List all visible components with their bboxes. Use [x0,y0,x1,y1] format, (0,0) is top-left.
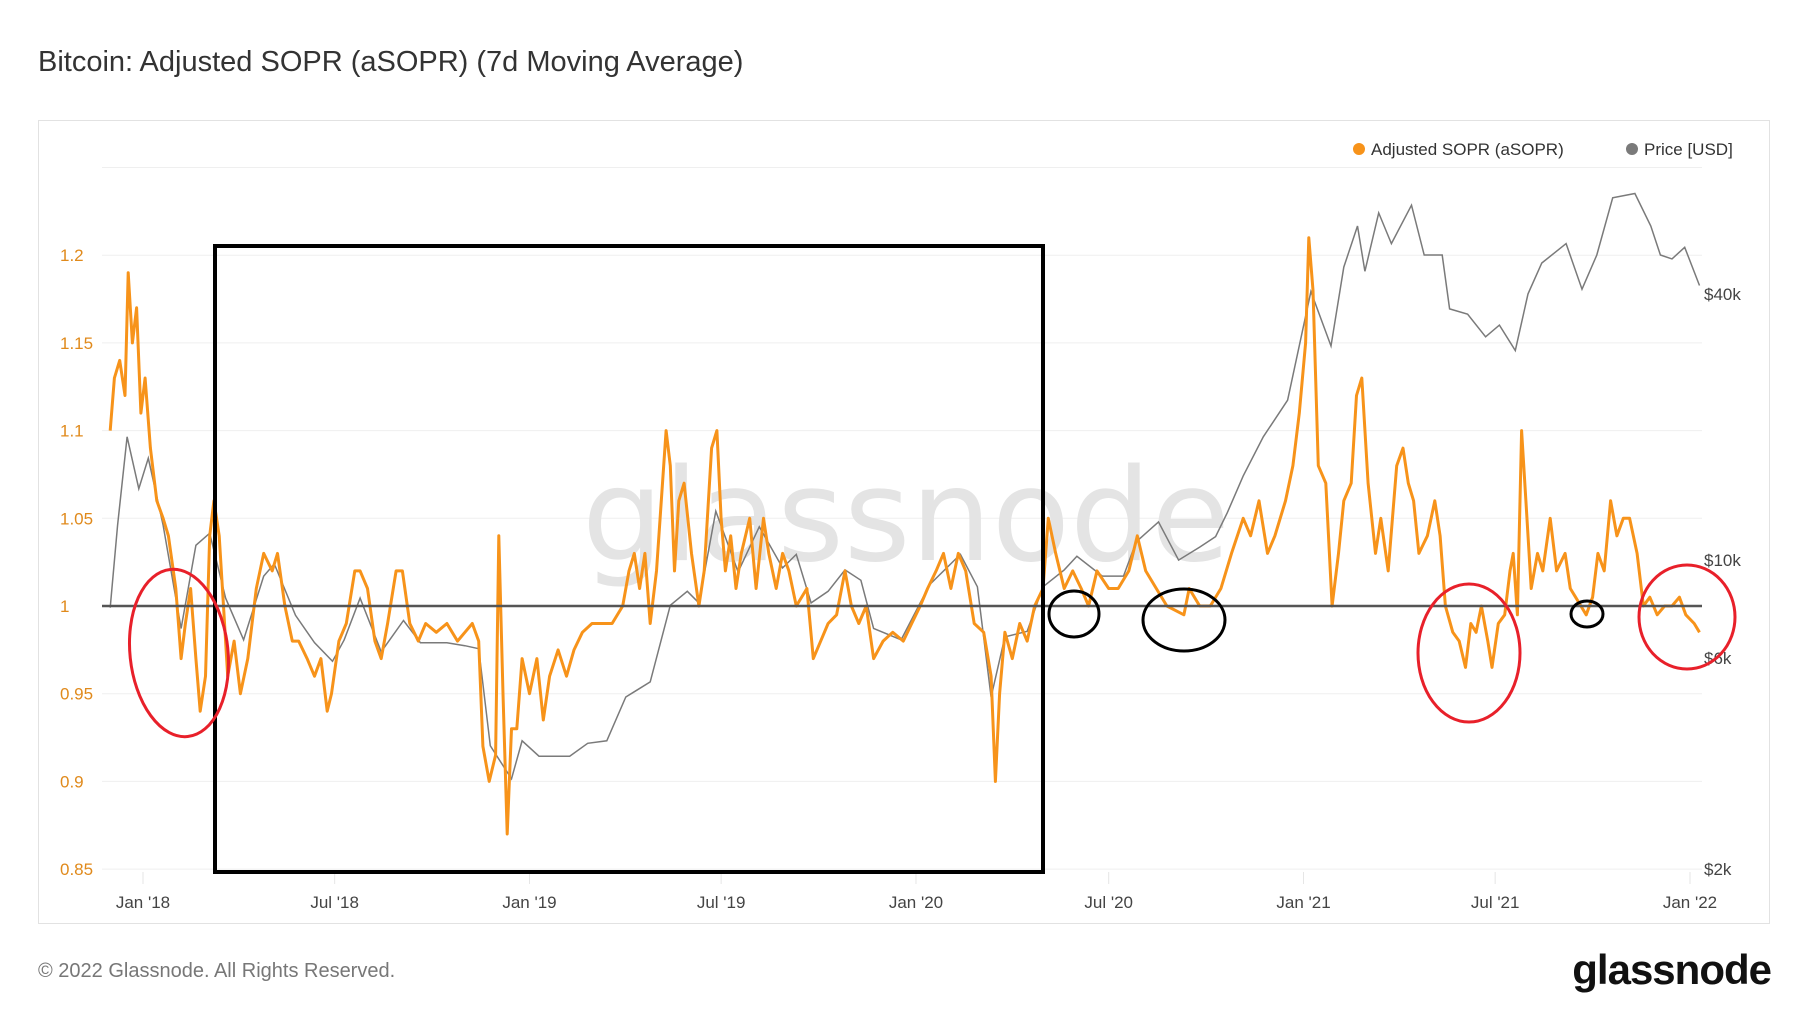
glassnode-logo[interactable]: glassnode [1572,946,1772,993]
x-tick-label: Jul '18 [310,893,359,912]
annotation-black-circle [1569,599,1605,629]
copyright-text: © 2022 Glassnode. All Rights Reserved. [38,960,396,982]
y-left-tick-label: 1.15 [60,334,93,353]
x-tick-label: Jan '21 [1276,893,1330,912]
y-left-tick-label: 0.95 [60,685,93,704]
legend-sopr-dot [1353,143,1365,155]
chart-title: Bitcoin: Adjusted SOPR (aSOPR) (7d Movin… [38,46,744,78]
y-right-tick-label: $40k [1704,285,1741,304]
annotation-red-circle [127,567,231,739]
x-tick-label: Jan '18 [116,893,170,912]
chart-frame [38,120,1770,924]
y-left-tick-label: 0.9 [60,772,84,791]
y-left-tick-label: 1.1 [60,422,84,441]
y-left-tick-label: 0.85 [60,860,93,879]
annotation-red-circle [1637,563,1737,671]
x-axis: Jan '18 Jul '18 Jan '19 Jul '19 Jan '20 Jul '… [116,872,1717,912]
y-right-tick-label: $2k [1704,860,1732,879]
legend-price-dot [1626,143,1638,155]
x-tick-label: Jul '21 [1471,893,1520,912]
x-tick-label: Jan '22 [1663,893,1717,912]
legend-sopr-label[interactable]: Adjusted SOPR (aSOPR) [1371,140,1564,159]
gridlines [102,167,1702,870]
x-tick-label: Jul '19 [697,893,746,912]
y-left-tick-label: 1 [60,597,69,616]
annotation-box [213,244,1045,874]
x-tick-label: Jan '20 [889,893,943,912]
y-left-tick-label: 1.05 [60,509,93,528]
legend: Adjusted SOPR (aSOPR) Price [USD] [1353,140,1733,159]
annotations [127,244,1737,874]
annotation-black-circle [1047,589,1101,639]
y-right-tick-label: $10k [1704,551,1741,570]
annotation-black-circle [1141,587,1227,653]
x-tick-label: Jul '20 [1084,893,1133,912]
annotation-red-circle [1416,582,1522,724]
x-tick-label: Jan '19 [502,893,556,912]
legend-price-label[interactable]: Price [USD] [1644,140,1733,159]
watermark: glassnode [582,442,1230,591]
y-left-tick-label: 1.2 [60,246,84,265]
y-axis-left: 0.85 0.9 0.95 1 1.05 1.1 1.15 1.2 [60,246,93,879]
